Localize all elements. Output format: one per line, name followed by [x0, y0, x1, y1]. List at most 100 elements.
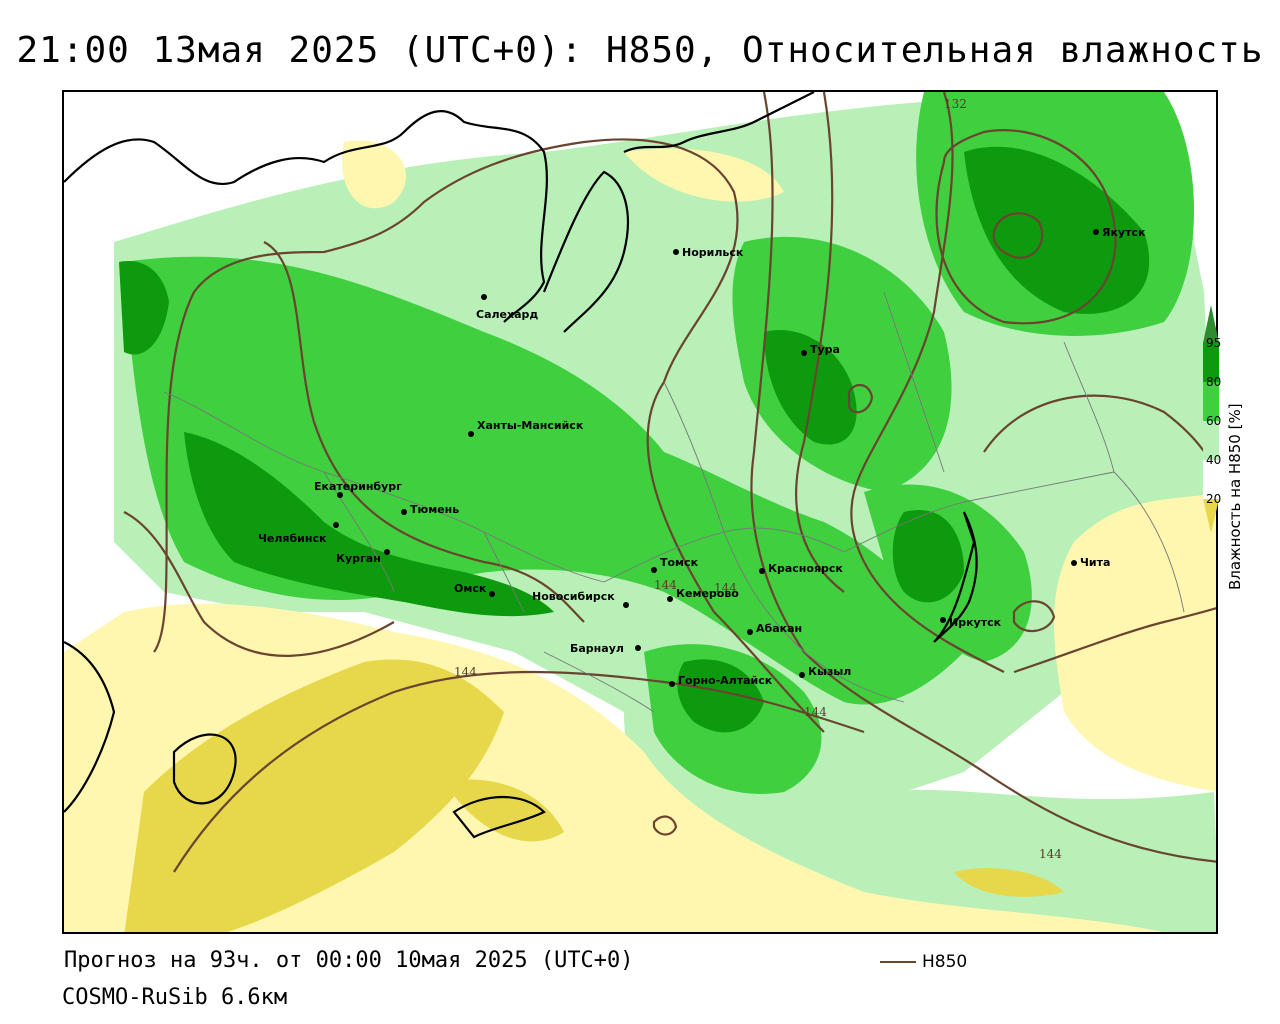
city-label: Тюмень — [410, 503, 459, 516]
city-label: Тура — [810, 343, 840, 356]
city-dot — [940, 617, 946, 623]
city-dot — [759, 568, 765, 574]
humidity-zone-very-dry — [124, 659, 504, 932]
city-dot — [333, 522, 339, 528]
city-label: Красноярск — [768, 562, 843, 575]
colorbar-band-20-40 — [1203, 460, 1219, 499]
humidity-zone-80-95 — [184, 432, 554, 617]
map-title: 21:00 13мая 2025 (UTC+0): H850, Относите… — [16, 30, 1264, 71]
contour-label: 132 — [944, 97, 967, 111]
city-dot — [635, 645, 641, 651]
city-dot — [468, 431, 474, 437]
humidity-zone-very-dry-3 — [954, 868, 1064, 897]
colorbar-tick: 40 — [1206, 453, 1221, 467]
city-dot — [623, 602, 629, 608]
city-dot — [667, 596, 673, 602]
humidity-zone-80-95-west — [119, 261, 169, 355]
city-dot — [481, 294, 487, 300]
city-label: Омск — [454, 582, 487, 595]
colorbar-graphic: 95 80 60 40 20 — [1203, 305, 1221, 533]
city-dot — [669, 681, 675, 687]
humidity-zone-80-95-tura — [764, 330, 857, 445]
city-dot — [401, 509, 407, 515]
coastline — [64, 110, 548, 323]
city-dot — [1071, 560, 1077, 566]
humidity-zone-80-95-ne — [964, 146, 1150, 314]
humidity-zone-dry-north2 — [624, 148, 784, 202]
contour-label: 144 — [454, 665, 477, 679]
contour-line — [263, 241, 585, 623]
coastline — [542, 170, 629, 333]
contour-legend-label: H850 — [922, 952, 968, 972]
colorbar-tick: 20 — [1206, 492, 1221, 506]
contour-line — [1012, 600, 1056, 633]
city-label: Чита — [1080, 556, 1110, 569]
city-label: Екатеринбург — [314, 480, 402, 493]
city-label: Томск — [660, 556, 699, 569]
city-dot — [651, 567, 657, 573]
colorbar-tick: 60 — [1206, 414, 1221, 428]
contour-legend-line — [880, 961, 916, 963]
city-label: Новосибирск — [532, 590, 615, 603]
city-label: Ханты-Мансийск — [477, 419, 584, 432]
city-dot — [489, 591, 495, 597]
contour-label: 144 — [654, 578, 677, 592]
humidity-zone-dry-east — [1054, 492, 1216, 792]
colorbar-top-arrow — [1203, 305, 1219, 343]
contour-line — [795, 92, 845, 593]
contour-label: 144 — [714, 581, 737, 595]
coastline — [452, 796, 546, 839]
colorbar-tick: 95 — [1206, 336, 1221, 350]
contour-line — [850, 92, 1005, 673]
city-label: Барнаул — [570, 642, 624, 655]
model-info: COSMO-RuSib 6.6км — [62, 985, 288, 1010]
colorbar-band-80-95 — [1203, 343, 1219, 382]
humidity-zone-80-95-altai — [677, 659, 764, 733]
contour-line — [847, 384, 874, 414]
humidity-zone-dry-north — [342, 140, 406, 209]
colorbar-band-40-60 — [1203, 421, 1219, 460]
city-dot — [337, 492, 343, 498]
humidity-zone-60-80-north — [732, 236, 952, 492]
city-dot — [801, 350, 807, 356]
forecast-info: Прогноз на 93ч. от 00:00 10мая 2025 (UTC… — [64, 948, 634, 973]
colorbar-tick: 80 — [1206, 375, 1221, 389]
contour-line — [992, 212, 1044, 259]
colorbar-bottom-arrow — [1203, 499, 1219, 533]
colorbar-title: Влажность на H850 [%] — [1226, 403, 1244, 590]
colorbar-band-60-80 — [1203, 382, 1219, 421]
city-label: Салехард — [476, 308, 538, 321]
humidity-map: 132 144 144 144 144 144 Норильск Якутск … — [62, 90, 1218, 934]
city-label: Иркутск — [949, 616, 1002, 629]
contour-line — [153, 138, 825, 733]
city-label: Кызыл — [808, 665, 851, 678]
city-markers: Норильск Якутск Салехард Тура Ханты-Манс… — [258, 226, 1146, 687]
contour-label: 144 — [804, 705, 827, 719]
city-label: Абакан — [756, 622, 802, 635]
coastline — [623, 92, 815, 153]
coastline — [64, 641, 116, 813]
h850-contours — [123, 92, 1216, 873]
humidity-zone-80-95-baikal — [892, 510, 964, 603]
colorbar: 95 80 60 40 20 — [1200, 305, 1280, 605]
contour-line — [123, 511, 395, 657]
city-dot — [1093, 229, 1099, 235]
contour-line — [750, 92, 1216, 863]
city-dot — [673, 249, 679, 255]
contour-line — [935, 129, 1117, 325]
city-dot — [747, 629, 753, 635]
city-label: Горно-Алтайск — [678, 674, 773, 687]
map-canvas: 132 144 144 144 144 144 Норильск Якутск … — [64, 92, 1216, 932]
contour-legend: H850 — [880, 952, 967, 972]
city-label: Челябинск — [258, 532, 327, 545]
contour-label: 144 — [1039, 847, 1062, 861]
contour-line — [173, 670, 865, 873]
admin-borders — [163, 291, 1185, 713]
city-label: Норильск — [682, 246, 744, 259]
city-label: Курган — [336, 552, 381, 565]
coastline — [933, 511, 978, 643]
humidity-zone-very-dry-2 — [444, 779, 564, 842]
city-dot — [384, 549, 390, 555]
city-label: Якутск — [1102, 226, 1146, 239]
contour-line — [652, 815, 678, 836]
